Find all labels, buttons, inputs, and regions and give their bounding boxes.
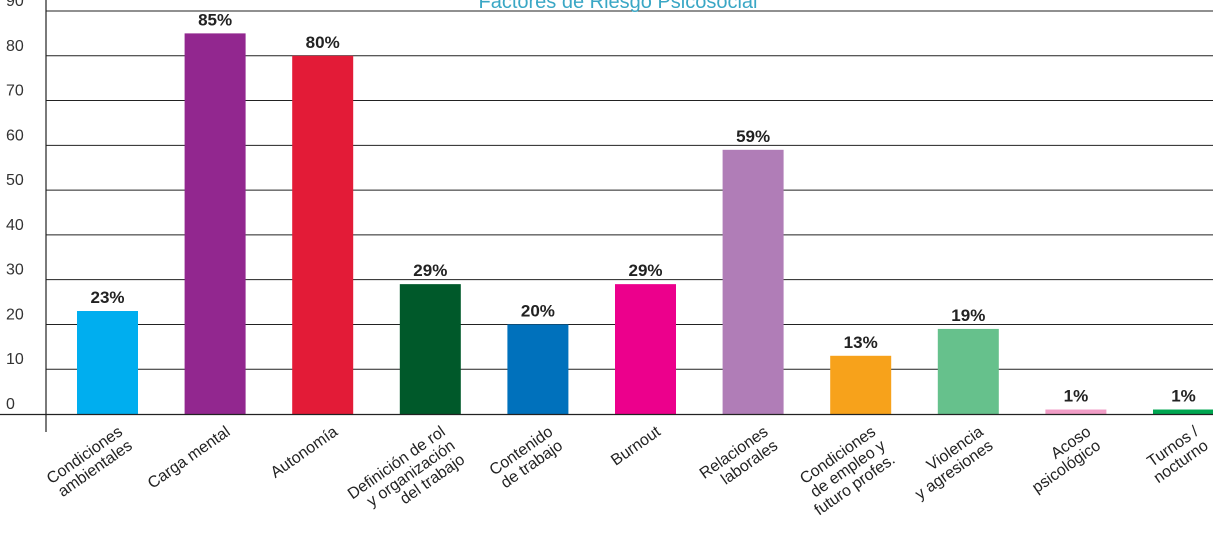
- y-tick-label: 10: [6, 351, 24, 368]
- value-label: 29%: [628, 261, 662, 280]
- bar: [507, 324, 569, 414]
- x-tick-label: Autonomía: [268, 423, 341, 481]
- bar: [722, 149, 784, 415]
- x-tick-label-line: Carga mental: [145, 423, 233, 492]
- bar: [184, 33, 246, 415]
- x-tick-label-line: Autonomía: [268, 423, 341, 481]
- value-label: 13%: [844, 333, 878, 352]
- x-tick-label: Condicionesambientales: [44, 423, 136, 501]
- bar: [399, 284, 461, 414]
- axes: [0, 0, 1213, 432]
- x-tick-label: Relacioneslaborales: [697, 423, 781, 496]
- value-label: 80%: [306, 33, 340, 52]
- x-tick-label: Violenciay agresiones: [903, 423, 997, 503]
- y-tick-label: 20: [6, 306, 24, 323]
- x-tick-label: Condicionesde empleo yfuturo profes.: [792, 423, 898, 519]
- value-label: 19%: [951, 306, 985, 325]
- value-label: 20%: [521, 301, 555, 320]
- x-tick-label-line: Burnout: [608, 423, 664, 469]
- y-tick-label: 30: [6, 262, 24, 279]
- bar: [1045, 409, 1107, 414]
- y-tick-label: 40: [6, 217, 24, 234]
- value-label: 85%: [198, 10, 232, 29]
- x-tick-label: Burnout: [608, 423, 664, 469]
- value-label: 1%: [1064, 387, 1089, 406]
- bars: [77, 33, 1213, 415]
- value-label: 1%: [1171, 387, 1196, 406]
- x-tick-label: Contenidode trabajo: [487, 423, 566, 493]
- value-label: 59%: [736, 127, 770, 146]
- y-tick-labels: 0 10 20 30 40 50 60 70 80 90: [6, 0, 24, 413]
- bar: [937, 328, 999, 414]
- x-tick-label: Definición de roly organizacióndel traba…: [345, 423, 468, 531]
- bar: [615, 284, 676, 414]
- x-tick-labels: Condicionesambientales Carga mental Autono…: [44, 423, 1212, 531]
- chart-title: Factores de Riesgo Psicosocial: [478, 0, 757, 13]
- bar: [830, 355, 892, 414]
- y-tick-label: 50: [6, 172, 24, 189]
- y-tick-label: 60: [6, 127, 24, 144]
- y-tick-label: 0: [6, 396, 15, 413]
- bar: [292, 55, 354, 415]
- bar: [77, 311, 138, 414]
- bar: [1153, 409, 1213, 414]
- x-tick-label: Acosopsicológico: [1020, 423, 1104, 496]
- x-tick-label: Carga mental: [145, 423, 233, 492]
- y-tick-label: 80: [6, 38, 24, 55]
- x-tick-label: Turnos /nocturno: [1141, 423, 1212, 487]
- value-labels: 23% 85% 80% 29% 20% 29% 59% 13% 19% 1% 1%: [90, 10, 1195, 405]
- value-label: 29%: [413, 261, 447, 280]
- value-label: 23%: [90, 288, 124, 307]
- y-tick-label: 90: [6, 0, 24, 10]
- y-tick-label: 70: [6, 83, 24, 100]
